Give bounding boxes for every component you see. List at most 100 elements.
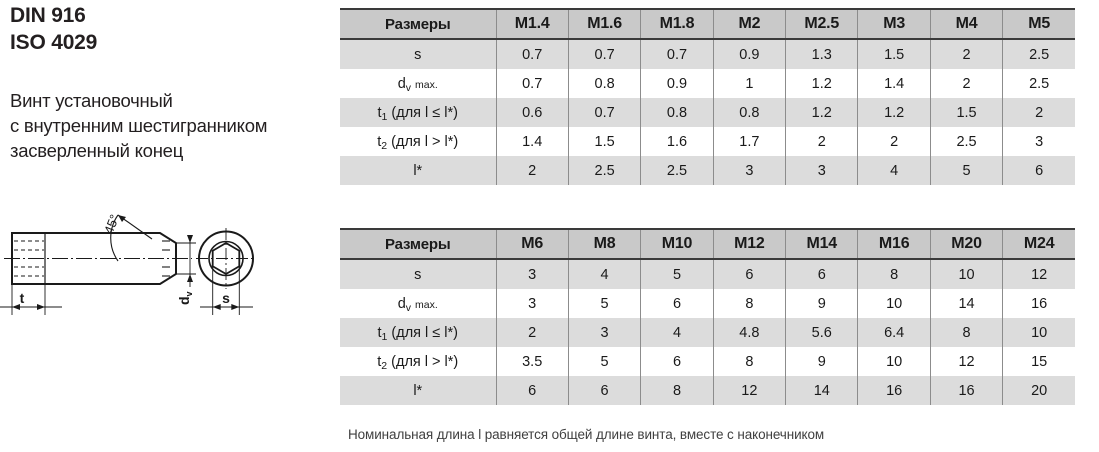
table-cell: 8: [640, 376, 714, 405]
table-cell: 0.7: [640, 39, 714, 69]
table-cell: 5.6: [785, 318, 858, 347]
table-header-row: Размеры M6 M8 M10 M12 M14 M16 M20 M24: [340, 228, 1076, 260]
set-screw-technical-drawing: 45° t dv: [0, 212, 256, 315]
table-cell: 3: [495, 289, 569, 318]
table-cell: 10: [929, 259, 1003, 289]
table-cell: 6: [712, 259, 786, 289]
row-label: s: [340, 39, 496, 69]
table-cell: 15: [1002, 347, 1076, 376]
info-panel: DIN 916 ISO 4029 Винт установочный с вну…: [0, 0, 340, 452]
table-cell: 1.5: [857, 39, 931, 69]
table-head-large: Размеры M6 M8 M10 M12 M14 M16 M20 M24: [340, 228, 1076, 260]
dimensions-table-large-sizes: Размеры M6 M8 M10 M12 M14 M16 M20 M24 s 3 4 5 6 6 8 10 1…: [340, 228, 1076, 405]
table-row: dv max. 3 5 6 8 9 10 14 16: [340, 289, 1076, 318]
table-cell: 3: [712, 156, 786, 185]
table-cell: 8: [857, 259, 931, 289]
row-label: t2 (для l > l*): [340, 127, 496, 156]
table-cell: 20: [1002, 376, 1076, 405]
table-cell: 1.4: [857, 69, 931, 98]
table-cell: 4: [857, 156, 931, 185]
standard-titles: DIN 916 ISO 4029: [10, 2, 97, 56]
table-cell: 12: [1002, 259, 1076, 289]
column-header-m10: M10: [640, 228, 714, 260]
table-cell: 2: [785, 127, 858, 156]
column-header-m1-6: M1.6: [567, 8, 641, 40]
table-cell: 1.3: [785, 39, 858, 69]
table-cell: 0.9: [640, 69, 714, 98]
product-description: Винт установочный с внутренним шестигран…: [10, 88, 267, 163]
table-cell: 0.7: [495, 39, 569, 69]
dimension-label-t: t: [20, 290, 25, 306]
column-header-m8: M8: [567, 228, 641, 260]
row-label: l*: [340, 376, 496, 405]
row-label: s: [340, 259, 496, 289]
table-cell: 1.6: [640, 127, 714, 156]
table-cell: 3: [785, 156, 858, 185]
table-cell: 2.5: [1002, 69, 1076, 98]
table-cell: 8: [929, 318, 1003, 347]
table-cell: 2.5: [640, 156, 714, 185]
table-cell: 1.5: [929, 98, 1003, 127]
dimension-label-dv: dv: [176, 291, 194, 305]
table-cell: 5: [567, 289, 641, 318]
table-cell: 5: [640, 259, 714, 289]
column-header-m16: M16: [857, 228, 931, 260]
table-cell: 2: [1002, 98, 1076, 127]
table-cell: 16: [929, 376, 1003, 405]
table-row: s 3 4 5 6 6 8 10 12: [340, 259, 1076, 289]
table-cell: 0.8: [567, 69, 641, 98]
table-row: t2 (для l > l*) 3.5 5 6 8 9 10 12 15: [340, 347, 1076, 376]
table-body-small: s 0.7 0.7 0.7 0.9 1.3 1.5 2 2.5 dv max. 0.7 0.8 0.9 1…: [340, 39, 1076, 185]
description-line-1: Винт установочный: [10, 90, 173, 111]
column-header-m1-4: M1.4: [495, 8, 569, 40]
table-head-small: Размеры M1.4 M1.6 M1.8 M2 M2.5 M3 M4 M5: [340, 8, 1076, 40]
table-cell: 2: [929, 39, 1003, 69]
table-cell: 2: [857, 127, 931, 156]
column-header-m20: M20: [929, 228, 1003, 260]
table-cell: 0.7: [495, 69, 569, 98]
description-line-2: с внутренним шестигранником: [10, 115, 268, 136]
table-row: t2 (для l > l*) 1.4 1.5 1.6 1.7 2 2 2.5 3: [340, 127, 1076, 156]
table-cell: 1.5: [567, 127, 641, 156]
table-cell: 9: [785, 289, 858, 318]
column-header-m12: M12: [712, 228, 786, 260]
table-cell: 9: [785, 347, 858, 376]
table-header-row: Размеры M1.4 M1.6 M1.8 M2 M2.5 M3 M4 M5: [340, 8, 1076, 40]
table-cell: 3: [567, 318, 641, 347]
table-cell: 1.4: [495, 127, 569, 156]
row-label: dv max.: [340, 69, 496, 98]
standard-primary: DIN 916: [10, 4, 86, 27]
table-cell: 16: [1002, 289, 1076, 318]
row-label: dv max.: [340, 289, 496, 318]
table-cell: 3.5: [495, 347, 569, 376]
table-cell: 4.8: [712, 318, 786, 347]
table-cell: 6: [1002, 156, 1076, 185]
column-header-m2: M2: [712, 8, 786, 40]
table-cell: 10: [1002, 318, 1076, 347]
row-label: t2 (для l > l*): [340, 347, 496, 376]
table-cell: 8: [712, 347, 786, 376]
table-cell: 12: [712, 376, 786, 405]
table-row: t1 (для l ≤ l*) 2 3 4 4.8 5.6 6.4 8 10: [340, 318, 1076, 347]
table-cell: 2: [929, 69, 1003, 98]
table-cell: 0.7: [567, 39, 641, 69]
table-cell: 5: [567, 347, 641, 376]
table-cell: 0.7: [567, 98, 641, 127]
standard-secondary: ISO 4029: [10, 31, 98, 54]
row-label: l*: [340, 156, 496, 185]
table-cell: 6: [785, 259, 858, 289]
table-cell: 1.2: [857, 98, 931, 127]
table-row: l* 6 6 8 12 14 16 16 20: [340, 376, 1076, 405]
table-cell: 0.8: [640, 98, 714, 127]
angle-label-45: 45°: [101, 212, 122, 236]
table-cell: 16: [857, 376, 931, 405]
column-header-label: Размеры: [340, 228, 496, 260]
table-cell: 6: [640, 347, 714, 376]
table-row: l* 2 2.5 2.5 3 3 4 5 6: [340, 156, 1076, 185]
column-header-m4: M4: [929, 8, 1003, 40]
column-header-m3: M3: [857, 8, 931, 40]
table-cell: 2.5: [567, 156, 641, 185]
table-cell: 10: [857, 289, 931, 318]
table-cell: 0.8: [712, 98, 786, 127]
row-label: t1 (для l ≤ l*): [340, 318, 496, 347]
